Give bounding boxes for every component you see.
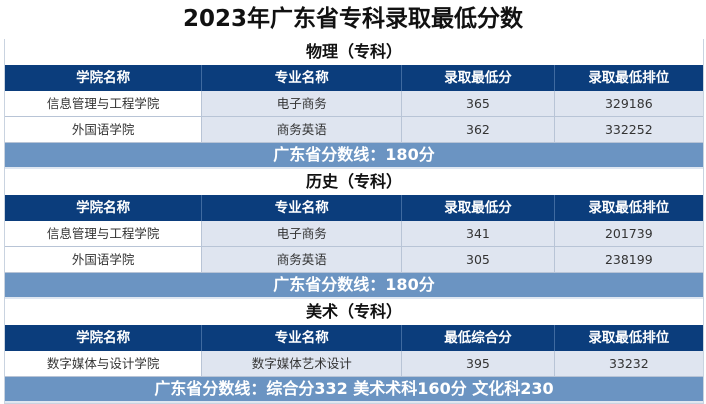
provincial-cutoff-line: 广东省分数线：180分 [5,143,703,169]
table-cell: 信息管理与工程学院 [5,221,203,246]
column-header: 录取最低分 [402,195,555,221]
column-header: 录取最低排位 [588,70,670,86]
column-header: 录取最低排位 [588,330,670,346]
table-cell: 商务英语 [202,247,403,272]
table-cell: 外国语学院 [5,117,203,142]
table-row: 外国语学院 商务英语 362 332252 [5,117,703,143]
table-cell: 商务英语 [202,117,403,142]
section-title: 历史（专科） [5,169,703,195]
table-cell: 33232 [554,351,703,376]
table-row: 信息管理与工程学院 电子商务 365 329186 [5,91,703,117]
provincial-cutoff-line: 广东省分数线：综合分332 美术术科160分 文化科230 [5,377,703,403]
table-cell: 395 [402,351,555,376]
table-row: 信息管理与工程学院 电子商务 341 201739 [5,221,703,247]
table-cell: 外国语学院 [5,247,203,272]
table-cell: 数字媒体与设计学院 [5,351,203,376]
column-header: 学院名称 [5,325,203,351]
table-cell: 329186 [554,91,703,116]
table-cell: 305 [402,247,555,272]
column-header: 专业名称 [202,325,403,351]
table-header-row: 学院名称 专业名称 最低综合分 录取最低排位 [5,325,703,351]
section-title: 美术（专科） [5,299,703,325]
column-header: 专业名称 [202,65,403,91]
table-cell: 201739 [554,221,703,246]
table-cell: 238199 [554,247,703,272]
table-cell: 数字媒体艺术设计 [202,351,403,376]
column-header: 录取最低排位 [588,200,670,216]
column-header: 最低综合分 [402,325,555,351]
table-cell: 电子商务 [202,91,403,116]
section-title: 物理（专科） [5,39,703,65]
table-cell: 362 [402,117,555,142]
table-cell: 332252 [554,117,703,142]
column-header: 专业名称 [202,195,403,221]
column-header: 学院名称 [5,195,203,221]
column-header: 录取最低分 [402,65,555,91]
score-table: 物理（专科） 学院名称 专业名称 录取最低分 录取最低排位 信息管理与工程学院 电子商务 36… [4,39,704,404]
provincial-cutoff-line: 广东省分数线：180分 [5,273,703,299]
page-title: 2023年广东省专科录取最低分数 [182,6,523,32]
table-cell: 电子商务 [202,221,403,246]
table-header-row: 学院名称 专业名称 录取最低分 录取最低排位 [5,195,703,221]
table-row: 外国语学院 商务英语 305 238199 [5,247,703,273]
table-header-row: 学院名称 专业名称 录取最低分 录取最低排位 [5,65,703,91]
table-cell: 信息管理与工程学院 [5,91,203,116]
column-header: 学院名称 [5,65,203,91]
table-cell: 365 [402,91,555,116]
table-row: 数字媒体与设计学院 数字媒体艺术设计 395 33232 [5,351,703,377]
table-cell: 341 [402,221,555,246]
